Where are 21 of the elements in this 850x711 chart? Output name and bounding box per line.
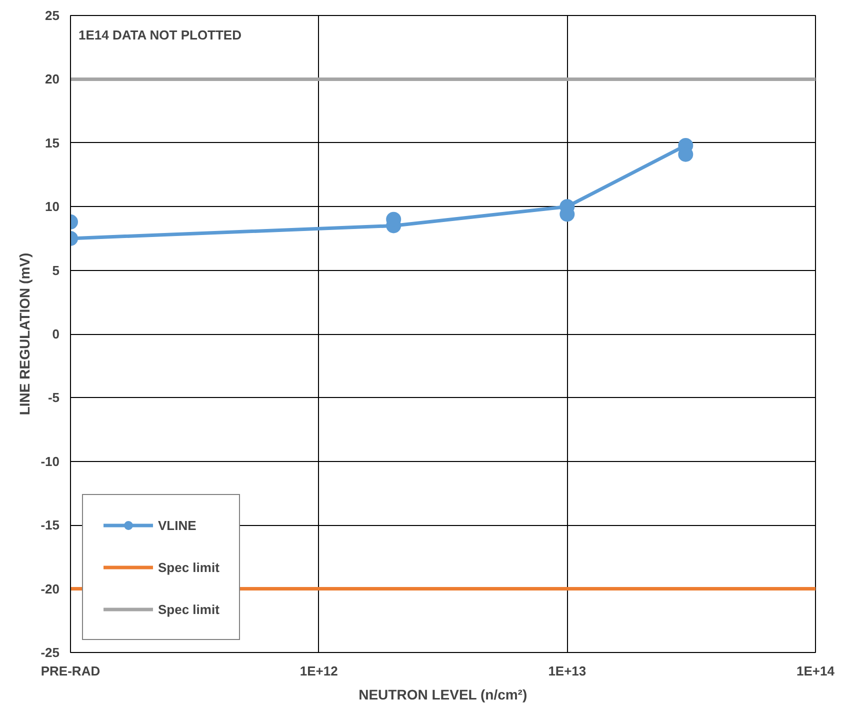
legend-label: Spec limit: [158, 560, 220, 574]
legend-label: Spec limit: [158, 602, 220, 616]
y-tick-label: -20: [40, 581, 60, 596]
y-tick-label: 5: [52, 262, 60, 278]
y-tick-label: 20: [45, 72, 60, 87]
y-tick-label: 25: [45, 8, 60, 23]
y-tick-label: 10: [45, 199, 60, 214]
x-tick-label: 1E+13: [548, 664, 586, 678]
legend-label: VLINE: [158, 518, 196, 532]
y-tick-label: -15: [40, 518, 60, 533]
x-tick-label: 1E+14: [796, 664, 836, 678]
y-tick-label: 0: [52, 326, 60, 342]
y-axis-title: LINE REGULATION (mV): [16, 252, 33, 416]
annotation: 1E14 DATA NOT PLOTTED: [78, 28, 242, 42]
x-tick-label: PRE-RAD: [40, 664, 100, 678]
x-axis-title: NEUTRON LEVEL (n/cm²): [358, 686, 528, 702]
y-tick-label: -25: [40, 645, 60, 660]
y-tick-label: -5: [48, 390, 60, 406]
y-tick-label: -10: [40, 454, 60, 469]
y-tick-label: 15: [45, 135, 60, 150]
x-tick-label: 1E+12: [300, 664, 338, 678]
